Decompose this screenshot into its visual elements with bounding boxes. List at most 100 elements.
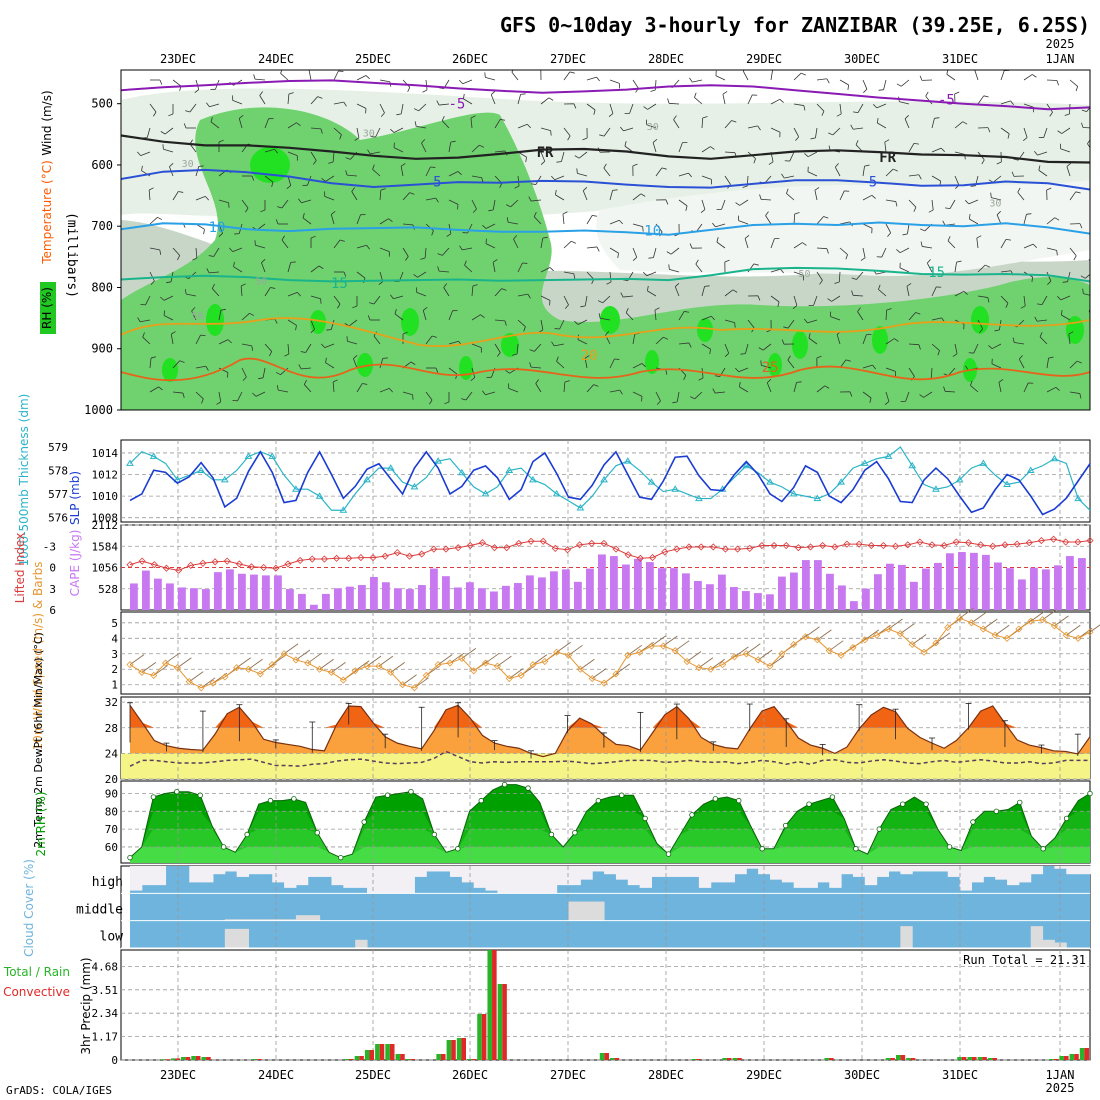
wind-barb-flag [851, 277, 857, 280]
precip-total-bar [906, 1058, 911, 1060]
thickness-tick-label: 576 [48, 511, 68, 524]
pressure-tick-label: 800 [91, 280, 113, 294]
wind-barb [931, 147, 942, 153]
precip-convective-bar [206, 1057, 211, 1060]
wind-barb-flag [339, 134, 342, 140]
contour-label: -5 [938, 92, 955, 108]
wind-barb-flag [337, 303, 341, 309]
wind-barb-flag [612, 189, 618, 191]
cape-bar [646, 562, 654, 610]
wind-speed-point [280, 650, 288, 658]
wind-speed-point [707, 665, 715, 673]
cloud-high-gap [627, 866, 641, 886]
wind-barb [1061, 127, 1071, 134]
wind-speed-point [387, 668, 395, 676]
wind-barb [834, 166, 841, 177]
cape-bar [970, 552, 978, 610]
lifted-index-point [758, 541, 766, 550]
cloud-middle-bar [580, 901, 593, 921]
wind-barb-flag [284, 353, 290, 357]
wind-barb-flag [893, 168, 898, 172]
wind-barb [1041, 295, 1048, 305]
cape-bar [1054, 565, 1062, 610]
lifted-index-point [247, 563, 256, 571]
pressure-tick-label: 700 [91, 219, 113, 233]
wind-barb [140, 151, 151, 156]
lifted-index-point [612, 545, 620, 553]
wind-barb [241, 343, 252, 347]
wind-barb [308, 70, 312, 81]
wind-speed-point [339, 676, 347, 684]
wind-barb-flag [704, 285, 710, 287]
wind-barb-flag [444, 401, 450, 405]
wind-barb [899, 101, 910, 105]
wind-barb-flag [1007, 133, 1010, 139]
wind-barb-flag [158, 386, 163, 391]
wind-barb [991, 197, 1002, 201]
cloud-middle-bar [272, 919, 285, 921]
wind-barb-flag [731, 120, 737, 123]
wind-speed-point [944, 623, 952, 632]
wind-barb-flag [1031, 276, 1034, 283]
wind-speed-point [612, 670, 620, 678]
wind-barb [554, 175, 565, 181]
thickness-point [434, 457, 443, 464]
wind-barb [632, 334, 636, 345]
precip-total-bar [824, 1058, 830, 1060]
day-label-top: 28DEC [648, 52, 684, 66]
wind-barb [862, 223, 873, 229]
cape-tick-label: 528 [98, 583, 118, 596]
wind-barb [692, 79, 703, 83]
cape-bar [490, 591, 498, 610]
wind-barb-flag [828, 132, 833, 136]
wind-barb [701, 315, 712, 321]
precip-total-bar [977, 1057, 983, 1060]
wind-speed-point [896, 630, 904, 638]
temperature-tick-label: 24 [105, 747, 119, 760]
wind-speed-point [422, 671, 430, 679]
wind-barb [770, 295, 780, 303]
wind-barb-flag [556, 161, 562, 163]
day-label-top: 29DEC [746, 52, 782, 66]
wind-barb-flag [312, 160, 317, 165]
surface-wind-barb [983, 618, 998, 630]
wind-barb [310, 151, 317, 161]
wind-barb [189, 143, 197, 153]
wind-barb-flag [735, 367, 740, 373]
wind-barb [793, 103, 804, 106]
cloud-high-gap [604, 866, 617, 875]
contour-label: 15 [928, 265, 945, 281]
wind-barb-flag [620, 292, 624, 298]
wind-barb-flag [821, 111, 825, 116]
wind-barb [747, 94, 753, 105]
isotherm-10 [121, 221, 1090, 236]
wind-barb [968, 199, 979, 205]
wind-barb-flag [218, 233, 223, 237]
wind-barb-flag [814, 187, 820, 191]
wind-barb-flag [965, 200, 970, 205]
rh-point [1040, 846, 1046, 852]
cloud-middle-bar [307, 915, 321, 921]
cloud-high-gap [912, 866, 925, 872]
lifted-index-tick-label: 0 [49, 562, 56, 575]
precip-total-bar [456, 1038, 462, 1060]
cloud-high-gap [675, 866, 688, 877]
surface-wind-barb [1054, 615, 1069, 627]
wind-barb-flag [160, 131, 166, 135]
wind-speed-point [481, 659, 490, 667]
cloud-high-gap [426, 866, 439, 872]
wind-barb [770, 70, 773, 81]
wind-barb [280, 73, 289, 81]
wind-barb [241, 313, 250, 321]
wind-speed-point [244, 665, 253, 673]
wind-barb-flag [252, 392, 257, 397]
wind-barb-flag [641, 363, 646, 368]
wind-barb [540, 127, 551, 131]
precip-convective-bar [1084, 1048, 1089, 1060]
precip-convective-bar [604, 1053, 609, 1060]
wind-barb-flag [780, 268, 784, 274]
wind-barb [556, 361, 565, 369]
wind-barb [836, 334, 841, 345]
